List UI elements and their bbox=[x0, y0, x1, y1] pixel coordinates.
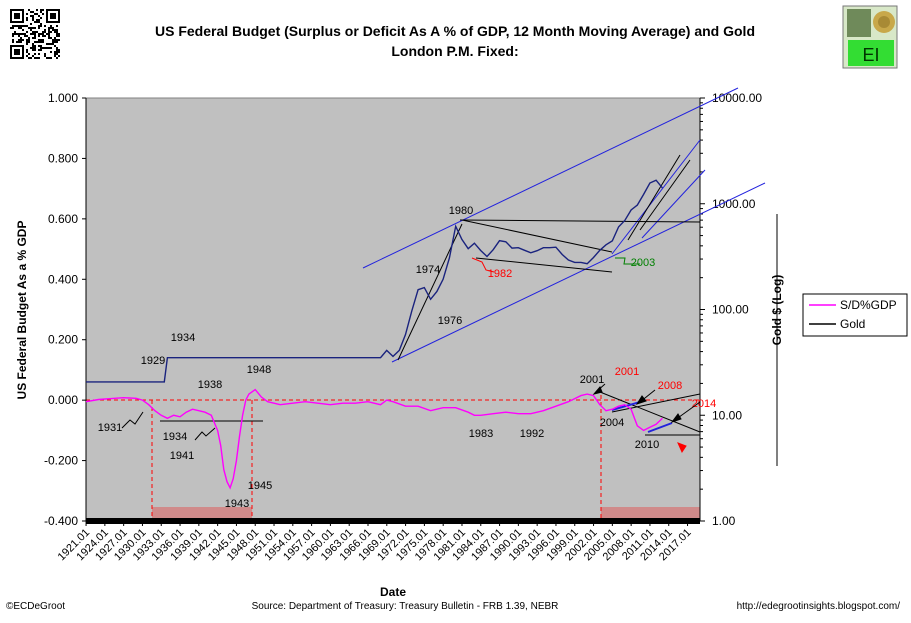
annotation-label: 2001 bbox=[580, 374, 604, 386]
footer-url[interactable]: http://edegrootinsights.blogspot.com/ bbox=[737, 601, 901, 612]
annotation-label: 1948 bbox=[247, 364, 271, 376]
plot-area bbox=[85, 97, 701, 522]
annotation-label: 2008 bbox=[658, 380, 682, 392]
annotation-label: 1943 bbox=[225, 498, 249, 510]
y-right-axis: 10000.00 1000.00 100.00 10.00 1.00 bbox=[699, 91, 762, 528]
legend: S/D%GDP Gold bbox=[802, 293, 908, 337]
y-left-axis: 1.000 0.800 0.600 0.400 0.200 0.000 -0.200 -0.4… bbox=[44, 91, 87, 528]
logo: EI bbox=[842, 5, 898, 69]
annotation-label: 2014 bbox=[692, 398, 716, 410]
y-right-tick-label: 1.00 bbox=[712, 514, 736, 528]
legend-entry-gold: Gold bbox=[840, 317, 865, 331]
qr-code-icon bbox=[10, 9, 60, 59]
y-left-tick-label: 0.000 bbox=[48, 393, 78, 407]
annotation-label: 1992 bbox=[520, 428, 544, 440]
legend-entry-sd: S/D%GDP bbox=[840, 298, 897, 312]
y-left-tick-label: 0.600 bbox=[48, 212, 78, 226]
y-left-tick-label: -0.200 bbox=[44, 454, 78, 468]
y-left-tick-label: 0.800 bbox=[48, 151, 78, 165]
annotation-label: 1931 bbox=[98, 422, 122, 434]
deficit-zone-2000s bbox=[600, 395, 700, 521]
annotation-label: 1929 bbox=[141, 355, 165, 367]
y-left-tick-label: 1.000 bbox=[48, 91, 78, 105]
logo-text: EI bbox=[862, 45, 879, 65]
bottom-bar bbox=[86, 518, 700, 524]
footer-left: ©ECDeGroot bbox=[6, 601, 65, 612]
annotation-label: 1980 bbox=[449, 205, 473, 217]
y-right-tick-label: 100.00 bbox=[712, 303, 749, 317]
series-layer bbox=[85, 179, 663, 490]
annotation-label: 2001 bbox=[615, 366, 639, 378]
x-axis: 1921.011924.011927.011930.011933.011936.… bbox=[56, 521, 694, 563]
annotation-label: 2004 bbox=[600, 417, 624, 429]
trend-lines bbox=[121, 87, 766, 441]
annotation-label: 1934 bbox=[171, 332, 195, 344]
y-left-tick-label: 0.200 bbox=[48, 333, 78, 347]
annotation-label: 1982 bbox=[488, 268, 512, 280]
series-line-gold bbox=[86, 179, 663, 383]
chart-title-line2: London P.M. Fixed: bbox=[391, 43, 518, 59]
annotation-label: 1945 bbox=[248, 480, 272, 492]
annotation-label: 1983 bbox=[469, 428, 493, 440]
annotation-label: 2010 bbox=[635, 439, 659, 451]
annotation-arrows bbox=[592, 383, 701, 454]
y-left-axis-label: US Federal Budget As a % GDP bbox=[15, 221, 29, 400]
annotation-label: 1934 bbox=[163, 431, 187, 443]
annotations: 1934 1929 1938 1948 1931 1934 1941 1945 1943 1980… bbox=[98, 205, 716, 510]
chart-title-line1: US Federal Budget (Surplus or Deficit As… bbox=[155, 23, 755, 39]
y-right-tick-label: 10.00 bbox=[712, 408, 742, 422]
annotation-label: 1941 bbox=[170, 450, 194, 462]
annotation-label: 1976 bbox=[438, 315, 462, 327]
footer-source: Source: Department of Treasury: Treasury… bbox=[252, 601, 559, 612]
y-right-tick-label: 1000.00 bbox=[712, 197, 756, 211]
annotation-label: 1938 bbox=[198, 379, 222, 391]
y-left-tick-label: 0.400 bbox=[48, 272, 78, 286]
annotation-label: 1974 bbox=[416, 264, 440, 276]
series-line-sd-gdp bbox=[85, 388, 663, 490]
annotation-label: 2003 bbox=[631, 257, 655, 269]
deficit-zone-1930s bbox=[151, 400, 253, 521]
x-axis-label: Date bbox=[380, 585, 406, 599]
y-left-tick-label: -0.400 bbox=[44, 514, 78, 528]
y-right-tick-label: 10000.00 bbox=[712, 91, 762, 105]
